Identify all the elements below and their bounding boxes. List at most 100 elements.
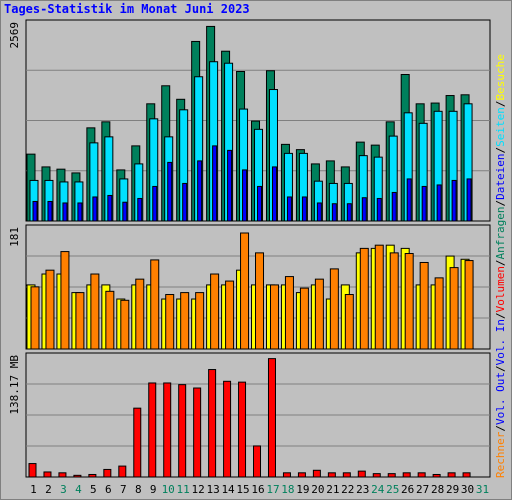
bar-rechner-day-17: [269, 284, 279, 350]
bar-dateien-day-2: [47, 200, 53, 222]
day-label-22: 22: [341, 483, 354, 496]
day-label-21: 21: [326, 483, 339, 496]
legend-entry: /: [494, 259, 507, 266]
bar-rechner-day-19: [299, 287, 309, 350]
day-label-11: 11: [177, 483, 190, 496]
bar-volumen-day-18: [282, 472, 291, 478]
bar-volumen-day-21: [327, 472, 336, 478]
bar-rechner-day-30: [464, 260, 474, 350]
bar-dateien-day-24: [376, 197, 382, 222]
bar-volumen-day-1: [28, 463, 37, 478]
bar-volumen-day-3: [58, 472, 67, 478]
day-label-9: 9: [150, 483, 157, 496]
day-label-19: 19: [296, 483, 309, 496]
right-legend: Rechner/Vol. Out/Vol. In/Volumen/Anfrage…: [494, 54, 507, 478]
day-label-3: 3: [60, 483, 67, 496]
day-label-13: 13: [206, 483, 219, 496]
bar-volumen-day-8: [133, 407, 142, 478]
bar-volumen-day-16: [253, 445, 262, 478]
bar-dateien-day-4: [77, 202, 83, 222]
bar-rechner-day-14: [225, 280, 235, 350]
bar-dateien-day-21: [331, 203, 337, 222]
bar-dateien-day-3: [62, 202, 68, 222]
day-label-8: 8: [135, 483, 142, 496]
bar-dateien-day-13: [212, 145, 218, 222]
legend-entry: /: [494, 147, 507, 154]
day-label-17: 17: [266, 483, 279, 496]
bar-dateien-day-1: [32, 200, 38, 222]
legend-entry: /: [494, 365, 507, 372]
max-value-label-2: 181: [8, 227, 21, 247]
day-label-29: 29: [446, 483, 459, 496]
bar-dateien-day-6: [107, 194, 113, 222]
bar-volumen-day-7: [118, 465, 127, 478]
day-label-5: 5: [90, 483, 97, 496]
bar-dateien-day-26: [406, 178, 412, 222]
bar-volumen-day-5: [88, 473, 97, 478]
bar-volumen-day-30: [462, 472, 471, 478]
bar-rechner-day-23: [359, 247, 369, 350]
day-label-10: 10: [162, 483, 175, 496]
bar-rechner-day-15: [240, 232, 250, 350]
max-value-label-1: 2569: [8, 22, 21, 49]
bar-rechner-day-20: [314, 278, 324, 350]
bar-volumen-day-11: [178, 384, 187, 478]
legend-entry: Vol. In: [494, 319, 507, 365]
day-label-14: 14: [221, 483, 235, 496]
bar-volumen-day-22: [342, 472, 351, 478]
bar-volumen-day-10: [163, 382, 172, 478]
bar-dateien-day-14: [227, 149, 233, 222]
bar-dateien-day-23: [361, 197, 367, 222]
day-label-27: 27: [416, 483, 429, 496]
bar-volumen-day-29: [447, 472, 456, 478]
day-label-12: 12: [192, 483, 205, 496]
bar-rechner-day-18: [284, 276, 294, 350]
bar-rechner-day-29: [449, 267, 459, 350]
bar-dateien-day-12: [197, 160, 203, 222]
bar-dateien-day-22: [346, 203, 352, 222]
bar-volumen-day-13: [208, 369, 217, 478]
bar-dateien-day-27: [421, 185, 427, 222]
legend-entry: Anfragen: [494, 206, 507, 259]
day-label-4: 4: [75, 483, 82, 496]
bar-dateien-day-18: [286, 196, 292, 222]
chart-title: Tages-Statistik im Monat Juni 2023: [4, 2, 250, 16]
day-label-28: 28: [431, 483, 444, 496]
bar-volumen-day-12: [193, 387, 202, 478]
bar-rechner-day-1: [30, 286, 40, 350]
bar-rechner-day-3: [60, 251, 70, 350]
bar-rechner-day-27: [419, 261, 429, 350]
max-value-label-3: 138.17 MB: [8, 355, 21, 415]
legend-entry: Besuche: [494, 54, 507, 100]
bar-volumen-day-6: [103, 468, 112, 478]
bar-rechner-day-13: [210, 273, 220, 350]
bar-dateien-day-20: [316, 202, 322, 222]
bar-dateien-day-15: [242, 169, 248, 222]
bar-rechner-day-16: [255, 252, 265, 350]
bar-dateien-day-29: [451, 179, 457, 222]
bar-rechner-day-11: [180, 292, 190, 350]
day-label-25: 25: [386, 483, 399, 496]
bar-volumen-day-15: [238, 381, 247, 478]
bar-dateien-day-5: [92, 196, 98, 222]
bar-dateien-day-17: [271, 166, 277, 222]
bar-dateien-day-30: [466, 178, 472, 222]
legend-entry: Rechner: [494, 431, 507, 478]
day-label-1: 1: [30, 483, 37, 496]
bar-rechner-day-8: [135, 278, 145, 350]
bar-rechner-day-5: [90, 273, 100, 350]
bar-dateien-day-11: [182, 182, 188, 222]
bar-dateien-day-28: [436, 184, 442, 222]
day-label-6: 6: [105, 483, 112, 496]
bar-volumen-day-26: [402, 472, 411, 478]
day-label-24: 24: [371, 483, 385, 496]
bar-volumen-day-20: [312, 469, 321, 478]
legend-entry: /: [494, 200, 507, 207]
bar-rechner-day-9: [150, 259, 160, 350]
bar-dateien-day-10: [167, 161, 173, 222]
day-label-15: 15: [236, 483, 249, 496]
bar-rechner-day-26: [404, 253, 414, 350]
legend-entry: Dateien: [494, 153, 507, 199]
day-label-18: 18: [281, 483, 294, 496]
